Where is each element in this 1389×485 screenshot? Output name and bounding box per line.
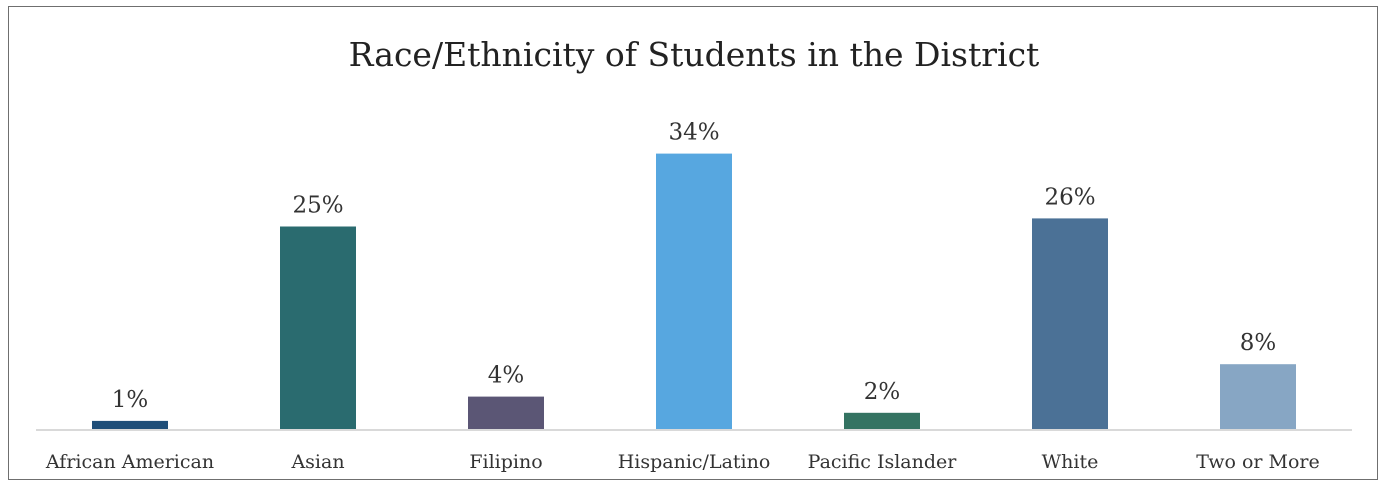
- chart-title: Race/Ethnicity of Students in the Distri…: [349, 35, 1040, 74]
- data-label: 2%: [864, 379, 901, 405]
- x-tick-label: Pacific Islander: [808, 451, 958, 473]
- bar-african-american: [92, 420, 168, 429]
- bar-two-or-more: [1220, 364, 1296, 429]
- x-tick-label: Asian: [290, 451, 344, 473]
- bar-hispanic-latino: [656, 153, 732, 429]
- data-label: 8%: [1240, 330, 1277, 356]
- data-label: 4%: [488, 363, 525, 389]
- data-label: 25%: [292, 193, 343, 219]
- bar-asian: [280, 226, 356, 429]
- bar-white: [1032, 218, 1108, 429]
- bars-group: 1% African American 25% Asian 4% Filipino 34% H…: [45, 120, 1320, 473]
- data-label: 26%: [1044, 184, 1095, 210]
- data-label: 1%: [112, 387, 149, 413]
- x-tick-label: African American: [45, 451, 214, 473]
- bar-pacific-islander: [844, 412, 920, 429]
- x-tick-label: Hispanic/Latino: [618, 451, 771, 473]
- bar-filipino: [468, 396, 544, 429]
- data-label: 34%: [668, 120, 719, 146]
- x-tick-label: Two or More: [1196, 451, 1320, 473]
- x-tick-label: Filipino: [469, 451, 542, 473]
- x-tick-label: White: [1042, 451, 1099, 473]
